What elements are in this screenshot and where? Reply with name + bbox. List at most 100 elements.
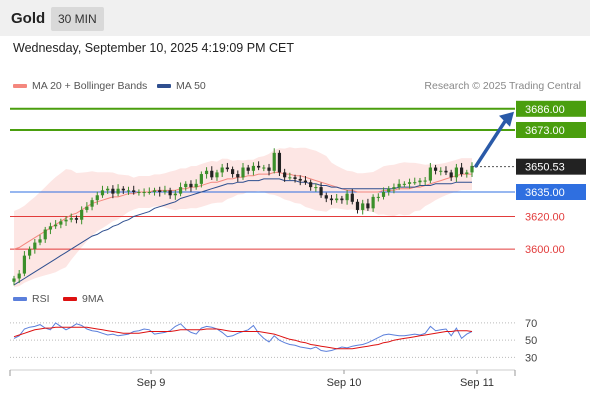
projection-arrow-head bbox=[499, 111, 514, 127]
symbol-title: Gold bbox=[11, 10, 46, 27]
candle-body bbox=[381, 192, 386, 197]
candle bbox=[433, 164, 438, 175]
candle-body bbox=[288, 177, 292, 179]
candle-body bbox=[236, 174, 240, 178]
candle-body bbox=[444, 170, 448, 173]
legend-ma20: MA 20 + Bollinger Bands bbox=[13, 80, 147, 92]
candle bbox=[335, 193, 339, 203]
candle-body bbox=[142, 192, 146, 193]
candle bbox=[43, 226, 47, 243]
candle-body bbox=[465, 172, 469, 175]
candle-body bbox=[355, 201, 360, 210]
level-tag-3686.00: 3686.00 bbox=[525, 104, 565, 116]
level-tag-3635.00-bg bbox=[516, 184, 586, 200]
candle-body bbox=[433, 167, 438, 171]
candle bbox=[132, 185, 136, 195]
candle bbox=[241, 162, 245, 180]
x-tick-label: Sep 9 bbox=[137, 377, 166, 389]
candle bbox=[407, 178, 412, 189]
candle-body bbox=[137, 192, 141, 193]
ma50-line bbox=[13, 178, 472, 286]
candle bbox=[345, 190, 349, 205]
candle bbox=[428, 162, 432, 184]
candle-body bbox=[324, 195, 328, 199]
candle-body bbox=[335, 198, 339, 201]
candle-body bbox=[298, 178, 302, 181]
candle bbox=[288, 172, 292, 180]
candle-body bbox=[303, 180, 308, 183]
candle bbox=[204, 167, 209, 179]
candle-body bbox=[158, 190, 162, 192]
candle-body bbox=[48, 226, 53, 230]
candle-body bbox=[74, 218, 79, 220]
candle-body bbox=[366, 203, 370, 209]
x-tick-label: Sep 10 bbox=[327, 377, 362, 389]
candle bbox=[257, 161, 261, 171]
candle bbox=[413, 177, 417, 185]
candle-body bbox=[22, 255, 27, 274]
candle bbox=[168, 187, 172, 199]
candle-body bbox=[257, 165, 261, 168]
candle-body bbox=[12, 278, 16, 282]
candle bbox=[178, 182, 183, 197]
candle-body bbox=[168, 190, 172, 196]
candle-body bbox=[199, 174, 203, 184]
candle bbox=[459, 162, 464, 177]
candle bbox=[449, 169, 453, 181]
candle-body bbox=[392, 187, 396, 189]
timeframe-button[interactable]: 30 MIN bbox=[51, 7, 104, 31]
candle bbox=[69, 213, 73, 223]
candle bbox=[340, 195, 344, 204]
candle bbox=[293, 174, 297, 183]
candle bbox=[470, 162, 474, 177]
projection-arrow-shaft bbox=[474, 118, 508, 168]
candle bbox=[465, 169, 469, 178]
candle-body bbox=[85, 206, 89, 210]
candle-body bbox=[132, 190, 136, 192]
candle bbox=[111, 185, 115, 199]
x-tick-label: Sep 11 bbox=[460, 377, 494, 389]
candle bbox=[28, 246, 32, 260]
candle-body bbox=[449, 172, 453, 178]
rsi-tick-70: 70 bbox=[525, 318, 537, 330]
legend-ma20-label: MA 20 + Bollinger Bands bbox=[32, 80, 148, 92]
candle bbox=[142, 188, 146, 197]
candle-body bbox=[59, 221, 63, 225]
legend-rsi-label: RSI bbox=[32, 293, 50, 305]
candle bbox=[33, 238, 37, 254]
candle bbox=[402, 181, 406, 188]
candle bbox=[152, 187, 157, 196]
candle bbox=[59, 218, 63, 229]
candle bbox=[283, 168, 287, 182]
bollinger-band bbox=[14, 147, 472, 288]
candle-body bbox=[407, 182, 412, 184]
candle-body bbox=[111, 188, 115, 194]
candle-body bbox=[28, 249, 32, 256]
candle-body bbox=[314, 187, 318, 189]
candle bbox=[262, 164, 266, 172]
level-tag-3620.00: 3620.00 bbox=[525, 211, 565, 223]
candle bbox=[100, 185, 105, 198]
candle-body bbox=[225, 167, 229, 170]
candle bbox=[220, 163, 224, 177]
top-bar: Gold 30 MIN bbox=[0, 0, 590, 36]
candle bbox=[361, 199, 365, 215]
candle bbox=[158, 186, 162, 197]
candle bbox=[387, 186, 391, 196]
candle-body bbox=[230, 169, 235, 175]
candle-body bbox=[371, 196, 375, 209]
research-credit: Research © 2025 Trading Central bbox=[424, 80, 581, 92]
candle-body bbox=[345, 193, 349, 201]
candle-body bbox=[116, 188, 120, 194]
rsi-tick-30: 30 bbox=[525, 352, 537, 364]
candle-body bbox=[189, 183, 193, 188]
candle bbox=[90, 197, 94, 211]
candle-body bbox=[163, 190, 167, 192]
candle-body bbox=[173, 193, 177, 196]
candle-body bbox=[439, 170, 443, 172]
candle bbox=[230, 166, 235, 178]
candle-body bbox=[329, 198, 334, 201]
candle-body bbox=[215, 172, 219, 178]
candle-body bbox=[80, 209, 84, 220]
